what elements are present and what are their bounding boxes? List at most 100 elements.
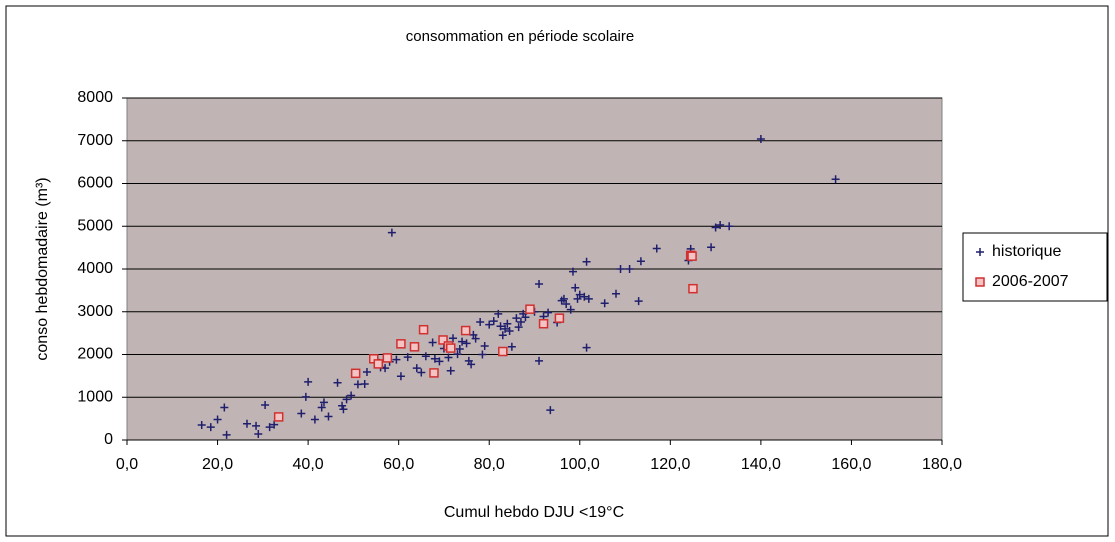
point [409, 342, 420, 352]
point [496, 322, 505, 331]
point [600, 299, 609, 308]
point [503, 319, 512, 328]
point [197, 421, 206, 430]
point [725, 222, 734, 231]
y-tick-label: 2000 [77, 346, 113, 363]
point [716, 220, 725, 229]
legend-label: historique [992, 243, 1061, 260]
point [438, 335, 448, 345]
point [301, 392, 310, 401]
point [498, 346, 508, 357]
point [213, 415, 222, 424]
point [546, 406, 555, 415]
point [265, 423, 274, 432]
point [360, 379, 369, 388]
point [612, 289, 620, 298]
point [568, 267, 577, 276]
point [521, 313, 530, 322]
point [478, 350, 487, 359]
point [707, 243, 716, 252]
point [485, 320, 494, 329]
point [573, 294, 582, 303]
chart-title: consommation en période scolaire [406, 28, 634, 45]
point [467, 360, 476, 369]
point [222, 430, 231, 439]
point [445, 343, 456, 353]
point [242, 419, 251, 428]
y-tick-label: 6000 [77, 175, 113, 192]
point [505, 326, 514, 335]
legend-marker [976, 248, 984, 256]
point [206, 423, 215, 432]
point [580, 292, 589, 301]
point [304, 377, 313, 386]
legend-marker [975, 277, 985, 287]
point [460, 325, 471, 336]
point [616, 265, 625, 273]
point [516, 318, 525, 327]
y-tick-label: 7000 [77, 132, 113, 149]
x-tick-label: 120,0 [650, 456, 690, 473]
point [756, 135, 765, 144]
point [538, 318, 549, 329]
x-tick-label: 60,0 [383, 456, 414, 473]
y-tick-label: 0 [104, 431, 113, 448]
point [449, 334, 457, 343]
x-tick-label: 80,0 [474, 456, 505, 473]
point [688, 283, 698, 294]
point [270, 420, 279, 429]
point [507, 342, 516, 351]
point [455, 344, 464, 353]
point [571, 283, 580, 292]
point [458, 337, 467, 346]
point [636, 257, 645, 266]
point [430, 354, 439, 363]
y-tick-label: 8000 [77, 89, 113, 106]
point [625, 265, 634, 273]
point [319, 398, 328, 407]
point [462, 339, 471, 348]
point [634, 297, 643, 306]
point [382, 353, 393, 363]
point [317, 403, 326, 412]
point [261, 400, 270, 409]
point [525, 304, 535, 314]
point [347, 391, 356, 400]
point [554, 313, 565, 323]
point [559, 294, 568, 303]
point [435, 357, 444, 366]
x-tick-label: 100,0 [560, 456, 600, 473]
point [373, 359, 384, 369]
point [418, 324, 429, 335]
point [417, 368, 426, 377]
point [396, 372, 405, 381]
x-tick-label: 0,0 [116, 456, 138, 473]
x-tick-label: 20,0 [202, 456, 233, 473]
point [297, 409, 306, 418]
point [831, 175, 840, 184]
point [252, 421, 261, 430]
point [403, 353, 412, 362]
x-tick-label: 140,0 [741, 456, 781, 473]
y-tick-label: 5000 [77, 217, 113, 234]
x-tick-label: 40,0 [293, 456, 324, 473]
point [512, 314, 521, 323]
point [494, 309, 503, 318]
point [498, 331, 507, 340]
point [273, 412, 284, 422]
point [254, 430, 263, 439]
y-axis-label: conso hebdomadaire (m³) [34, 177, 51, 360]
point [471, 334, 480, 343]
point [535, 356, 544, 365]
point [535, 279, 544, 288]
point [582, 257, 591, 266]
point [652, 244, 661, 253]
x-tick-label: 160,0 [831, 456, 871, 473]
point [446, 366, 455, 375]
point [310, 415, 319, 424]
point [428, 338, 437, 347]
point [333, 378, 342, 387]
y-tick-label: 4000 [77, 260, 113, 277]
point [350, 368, 361, 379]
